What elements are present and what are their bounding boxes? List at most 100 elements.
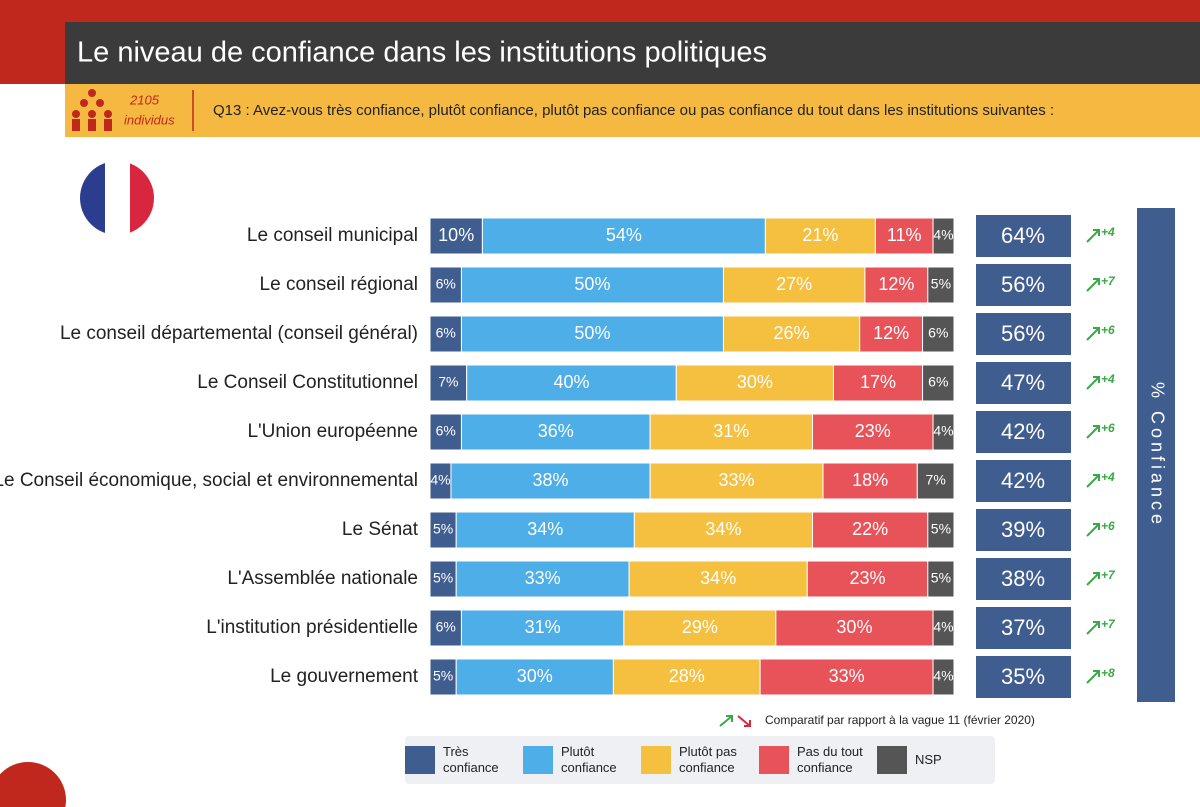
bar-segment — [832, 364, 924, 402]
change-label: +8 — [1101, 666, 1115, 680]
category-label: Le gouvernement — [270, 666, 419, 687]
change-label: +4 — [1101, 470, 1115, 484]
value-label: 50% — [574, 274, 610, 294]
change-label: +6 — [1101, 519, 1115, 533]
value-label: 7% — [926, 472, 946, 488]
down-arrow — [737, 715, 751, 727]
bar-segment — [859, 315, 924, 353]
chart-title: Le niveau de confiance dans les institut… — [77, 37, 767, 69]
value-label: 27% — [776, 274, 812, 294]
legend-swatch — [877, 746, 907, 774]
value-label: 5% — [931, 521, 951, 537]
value-label: 6% — [436, 423, 456, 439]
bar-segment — [822, 462, 918, 500]
change-arrow — [1086, 376, 1100, 390]
confidence-value: 42% — [1001, 468, 1045, 493]
value-label: 6% — [928, 374, 948, 390]
change-arrow — [1086, 327, 1100, 341]
legend-label: Plutôt confiance — [561, 744, 617, 775]
confidence-box — [976, 215, 1071, 257]
question-band — [65, 84, 1200, 137]
value-label: 6% — [436, 276, 456, 292]
top-band — [0, 0, 1200, 22]
category-label: Le conseil régional — [260, 274, 418, 295]
value-label: 10% — [438, 225, 474, 245]
value-label: 23% — [855, 421, 891, 441]
bar-segment — [460, 266, 724, 304]
category-label: L'Union européenne — [247, 421, 418, 442]
bar-segment — [922, 315, 955, 353]
confidence-value: 42% — [1001, 419, 1045, 444]
change-arrow — [1086, 474, 1100, 488]
confidence-box — [976, 313, 1071, 355]
confidence-box — [976, 411, 1071, 453]
confidence-value: 38% — [1001, 566, 1045, 591]
bar-segment — [623, 609, 777, 647]
confidence-value: 35% — [1001, 664, 1045, 689]
value-label: 22% — [852, 519, 888, 539]
value-label: 26% — [774, 323, 810, 343]
bar-segment — [864, 266, 929, 304]
flag — [80, 161, 154, 235]
change-label: +7 — [1101, 617, 1116, 631]
legend-label: Pas du tout confiance — [797, 744, 863, 775]
bar-segment — [455, 658, 614, 696]
value-label: 5% — [433, 570, 453, 586]
confidence-box — [976, 509, 1071, 551]
bar-segment — [429, 413, 462, 451]
bar-segment — [927, 266, 955, 304]
value-label: 4% — [430, 472, 450, 488]
bar-segment — [429, 658, 457, 696]
value-label: 34% — [705, 519, 741, 539]
legend-label: Plutôt pas confiance — [679, 744, 737, 775]
sample-unit: individus — [124, 112, 175, 127]
legend-item: Plutôt pas confiance — [641, 744, 759, 776]
value-label: 5% — [931, 570, 951, 586]
bar-segment — [806, 560, 929, 598]
bar-segment — [429, 560, 457, 598]
confidence-value: 64% — [1001, 223, 1045, 248]
legend-label: NSP — [915, 752, 942, 767]
bar-segment — [922, 364, 955, 402]
bar-segment — [628, 560, 808, 598]
category-label: Le conseil municipal — [247, 225, 418, 246]
bar-segment — [932, 658, 955, 696]
value-label: 4% — [933, 227, 953, 243]
change-arrow — [1086, 523, 1100, 537]
change-label: +6 — [1101, 323, 1115, 337]
bar-segment — [455, 511, 635, 549]
bar-segment — [916, 462, 955, 500]
bar-segment — [812, 413, 934, 451]
value-label: 30% — [836, 617, 872, 637]
confidence-value: 56% — [1001, 272, 1045, 297]
change-arrow — [1086, 572, 1100, 586]
category-label: L'Assemblée nationale — [227, 568, 418, 589]
legend-swatch — [759, 746, 789, 774]
bar-segment — [812, 511, 929, 549]
confidence-box — [976, 558, 1071, 600]
confidence-value: 37% — [1001, 615, 1045, 640]
change-label: +4 — [1101, 225, 1115, 239]
confidence-box — [976, 460, 1071, 502]
confidence-box — [976, 362, 1071, 404]
confidence-title: % Confiance — [1147, 382, 1167, 528]
legend-swatch — [405, 746, 435, 774]
bar-segment — [429, 364, 468, 402]
value-label: 30% — [737, 372, 773, 392]
value-label: 50% — [574, 323, 610, 343]
value-label: 33% — [829, 666, 865, 686]
change-label: +6 — [1101, 421, 1115, 435]
bar-segment — [460, 413, 651, 451]
value-label: 5% — [433, 668, 453, 684]
value-label: 12% — [873, 323, 909, 343]
bar-segment — [932, 609, 955, 647]
bar-segment — [429, 609, 462, 647]
confidence-value: 56% — [1001, 321, 1045, 346]
value-label: 33% — [525, 568, 561, 588]
legend: Très confiance Plutôt confiance Plutôt pas… — [405, 736, 995, 784]
change-arrow — [1086, 425, 1100, 439]
value-label: 36% — [538, 421, 574, 441]
legend-item: NSP — [877, 746, 995, 774]
